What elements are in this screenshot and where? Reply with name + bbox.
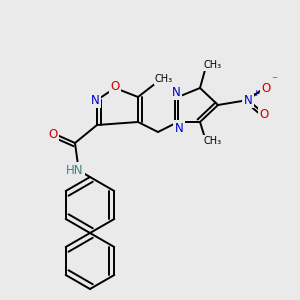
Text: HN: HN xyxy=(66,164,84,176)
Text: +: + xyxy=(252,88,260,98)
Text: N: N xyxy=(175,122,183,134)
Text: CH₃: CH₃ xyxy=(155,74,173,84)
Text: CH₃: CH₃ xyxy=(204,60,222,70)
Text: N: N xyxy=(91,94,99,106)
Text: O: O xyxy=(110,80,120,94)
Text: N: N xyxy=(172,85,180,98)
Text: O: O xyxy=(260,109,268,122)
Text: CH₃: CH₃ xyxy=(204,136,222,146)
Text: N: N xyxy=(244,94,252,106)
Text: ⁻: ⁻ xyxy=(271,74,277,88)
Text: O: O xyxy=(48,128,58,142)
Text: O: O xyxy=(261,82,271,94)
